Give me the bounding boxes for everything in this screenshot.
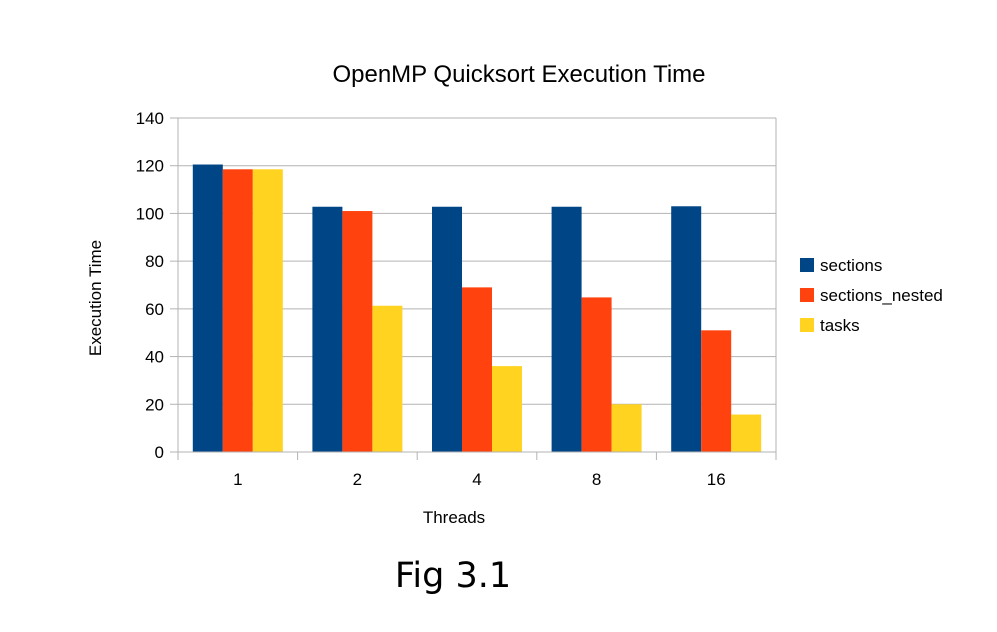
bar-sections_nested-4 [462, 287, 492, 452]
bar-sections-16 [671, 206, 702, 452]
legend-swatch-sections [800, 258, 814, 272]
bar-sections-1 [192, 164, 223, 452]
legend-swatch-tasks [800, 318, 814, 332]
bar-sections_nested-2 [342, 211, 373, 452]
chart-title: OpenMP Quicksort Execution Time [332, 61, 705, 88]
bar-sections_nested-1 [222, 169, 253, 453]
bar-tasks-8 [611, 404, 642, 452]
bar-sections_nested-16 [701, 330, 732, 452]
y-tick-label: 100 [136, 204, 164, 223]
bars [192, 164, 762, 453]
bar-sections-4 [432, 206, 462, 452]
legend-label: sections [820, 256, 882, 275]
x-tick-label: 4 [472, 470, 481, 489]
y-tick-label: 80 [145, 252, 164, 271]
x-axis-label: Threads [423, 508, 485, 527]
x-tick-label: 2 [353, 470, 362, 489]
x-tick-labels: 1 2 4 8 16 [233, 470, 726, 489]
bar-sections_nested-8 [581, 297, 612, 452]
bar-sections-2 [312, 206, 343, 452]
legend-label: sections_nested [820, 286, 943, 305]
figure-caption: Fig 3.1 [394, 556, 512, 596]
x-tick-label: 8 [592, 470, 601, 489]
y-tick-label: 60 [145, 300, 164, 319]
bar-tasks-16 [731, 414, 762, 452]
axes [177, 117, 777, 460]
legend-label: tasks [820, 316, 860, 335]
bar-tasks-2 [372, 305, 403, 452]
y-tick-label: 0 [155, 443, 164, 462]
bar-tasks-1 [252, 169, 283, 453]
bar-tasks-4 [492, 366, 522, 452]
x-tick-label: 16 [707, 470, 726, 489]
y-axis-label: Execution Time [86, 240, 105, 356]
y-tick-label: 120 [136, 157, 164, 176]
x-tick-label: 1 [233, 470, 242, 489]
y-tick-label: 140 [136, 109, 164, 128]
y-tick-label: 20 [145, 395, 164, 414]
legend-swatch-sections_nested [800, 288, 814, 302]
y-tick-labels: 0 20 40 60 80 100 120 140 [136, 109, 164, 462]
y-tick-label: 40 [145, 348, 164, 367]
bar-sections-8 [551, 206, 582, 452]
